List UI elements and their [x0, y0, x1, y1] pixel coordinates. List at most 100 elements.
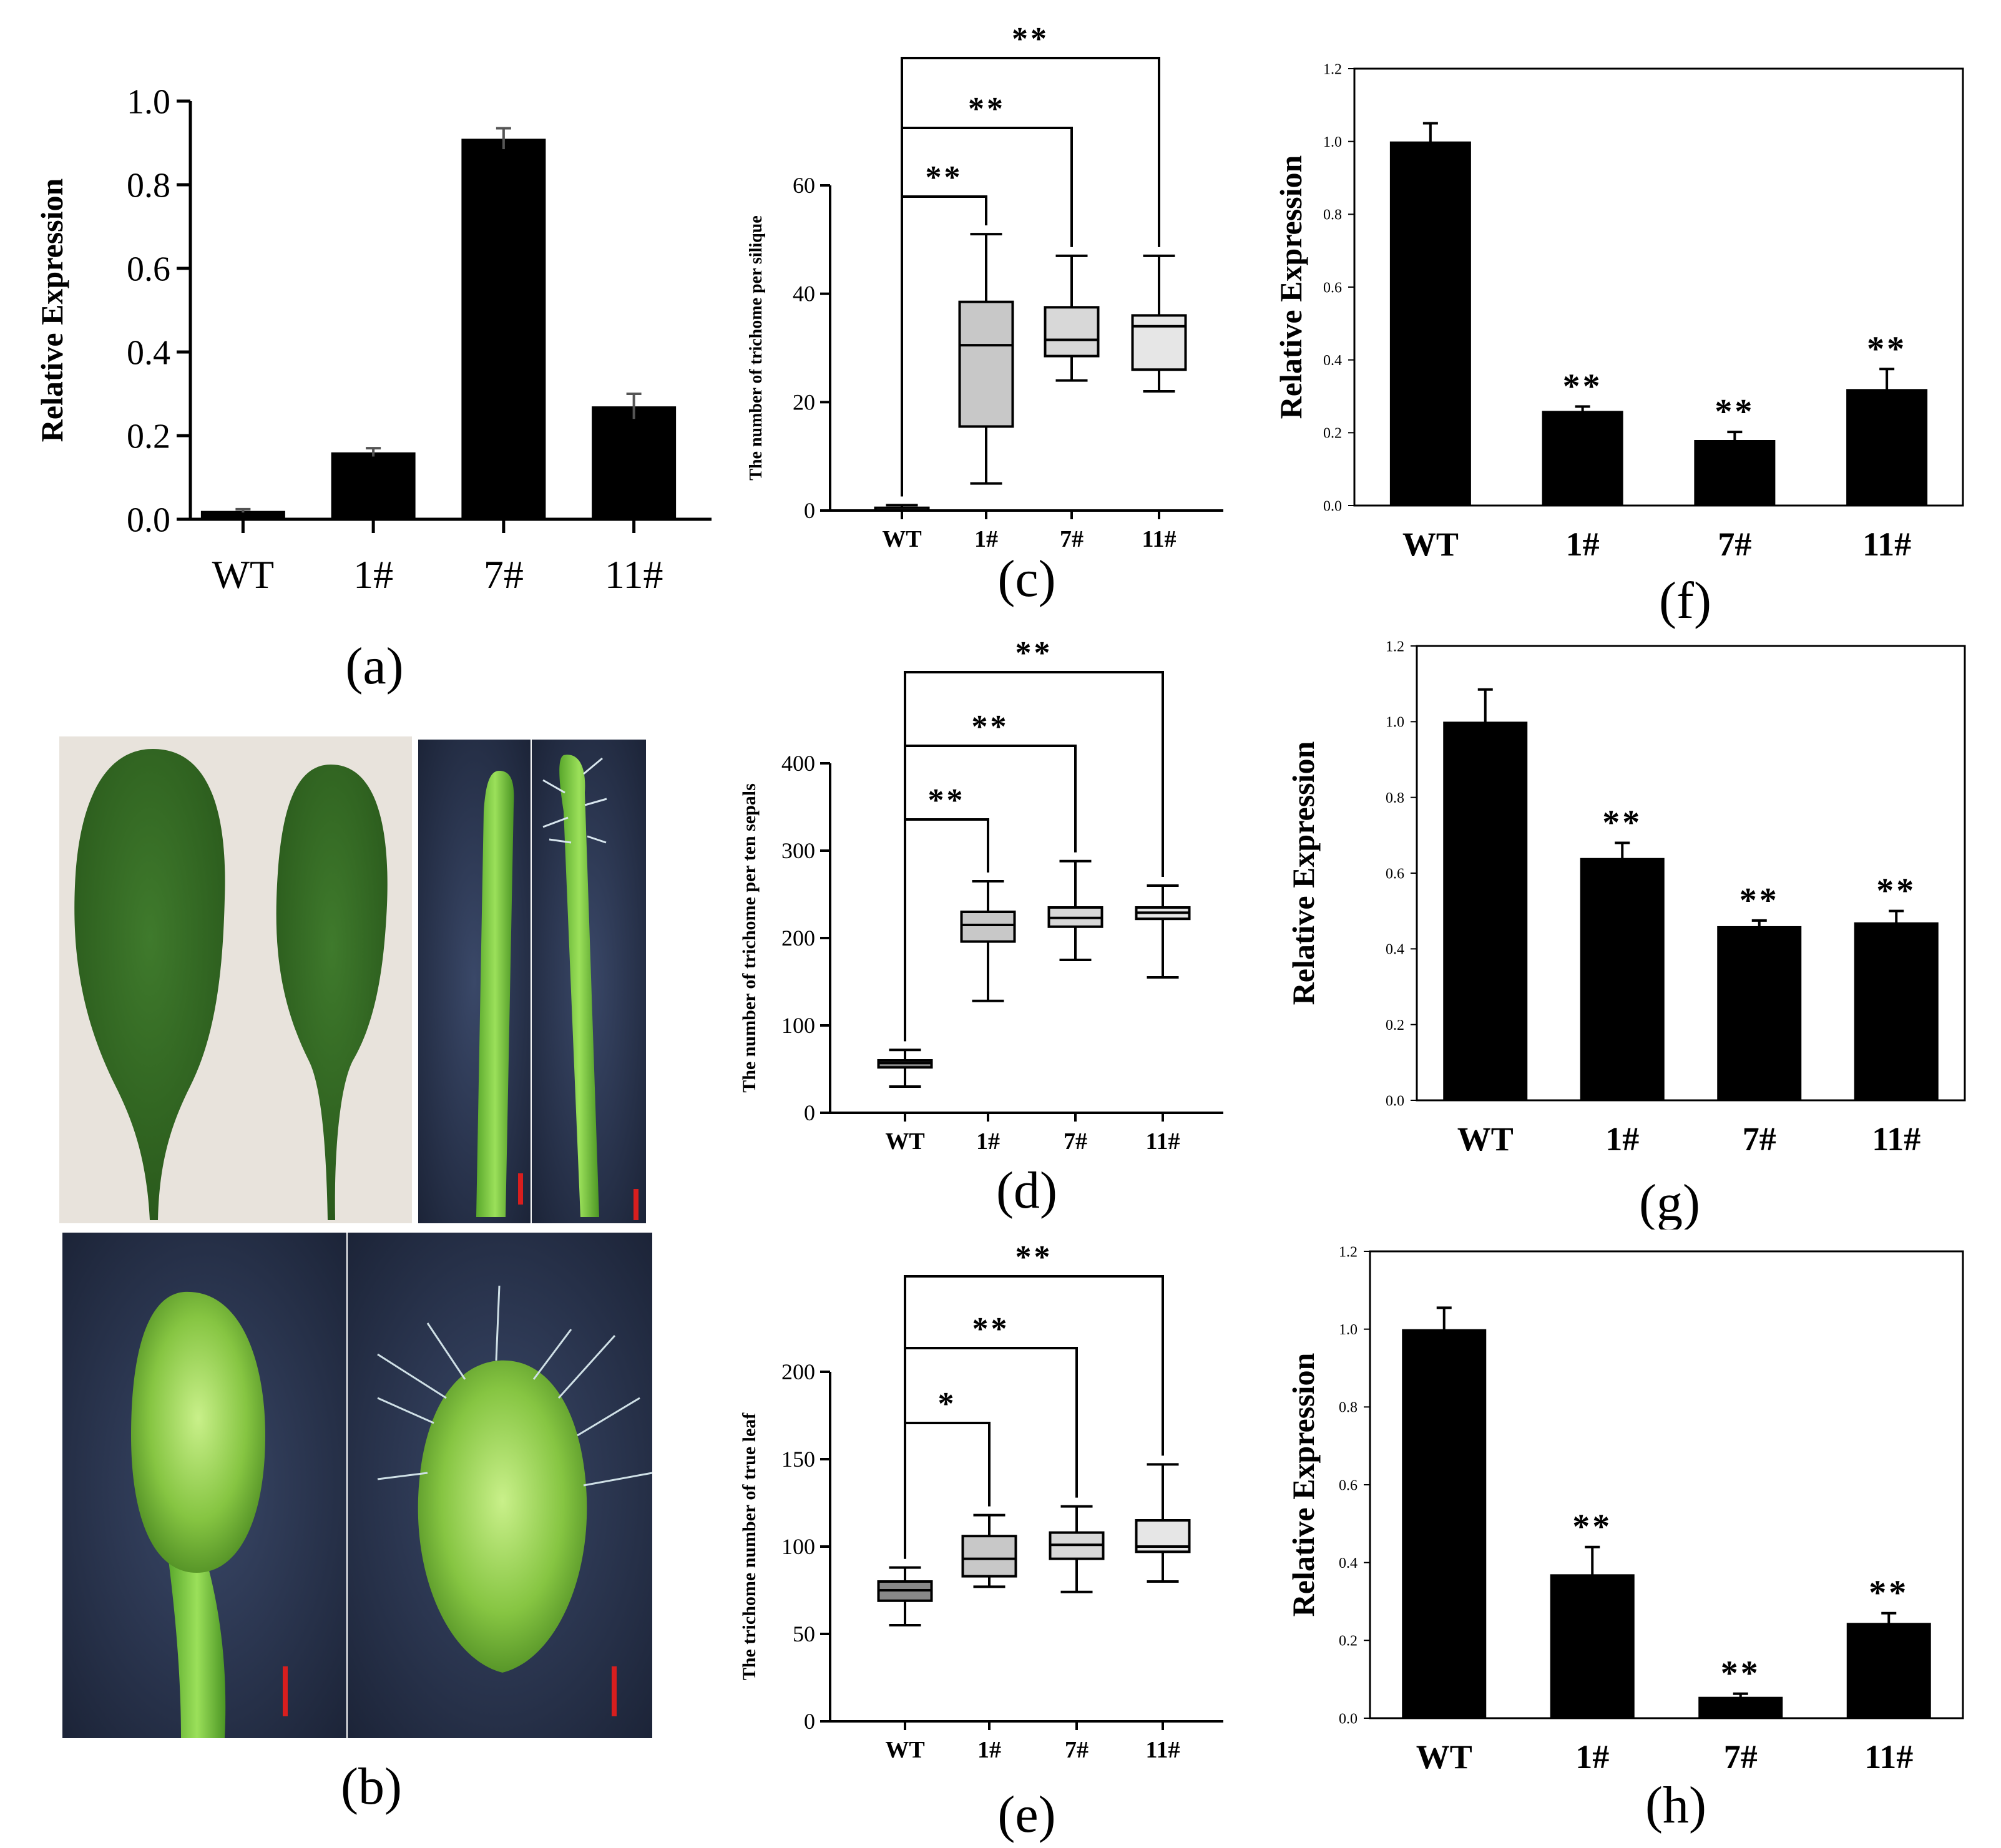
- bar-1#: [1580, 858, 1665, 1100]
- bar-11#: [1854, 922, 1939, 1100]
- y-tick-label: 1.2: [1339, 1244, 1358, 1260]
- y-tick-label: 0.0: [1386, 1093, 1404, 1109]
- significance-mark: **: [926, 160, 963, 195]
- y-tick-label: 300: [781, 838, 815, 863]
- y-tick-label: 200: [781, 1359, 815, 1384]
- y-tick-label: 1.0: [1339, 1322, 1358, 1338]
- significance-bracket: [904, 1275, 1164, 1559]
- y-tick-label: 0: [804, 1100, 815, 1125]
- panel-h-chart: 0.0 0.2 0.4 0.6 0.8 1.0 1.2 WT 1# ** 7# ** 11# ** Rela…: [1286, 1244, 1964, 1834]
- y-tick-label: 0: [804, 498, 815, 523]
- chart-f-plot: 0.0 0.2 0.4 0.6 0.8 1.0 1.2 WT 1# ** 7# ** 11# ** Rela…: [1273, 61, 1964, 563]
- y-tick-label: 0.8: [127, 167, 170, 205]
- panel-g-chart: 0.0 0.2 0.4 0.6 0.8 1.0 1.2 WT 1# ** 7# ** 11# ** Rela…: [1286, 638, 1966, 1230]
- chart-a-plot: 0.0 0.2 0.4 0.6 0.8 1.0 WT 1# 7# 11# Relative Expr…: [34, 83, 712, 597]
- y-tick-label: 0.8: [1386, 790, 1404, 806]
- bud-wild-type: [131, 1291, 265, 1573]
- panel-f-chart: 0.0 0.2 0.4 0.6 0.8 1.0 1.2 WT 1# ** 7# ** 11# ** Rela…: [1273, 61, 1964, 630]
- x-tick-label: 11#: [1864, 1738, 1913, 1776]
- silique-wild-type: [476, 771, 514, 1217]
- x-tick-label: 1#: [974, 526, 998, 552]
- significance-mark: **: [928, 783, 966, 818]
- box-7#: [1044, 306, 1100, 358]
- bud-trichomes: [377, 1285, 653, 1487]
- y-tick-label: 0.6: [1386, 866, 1404, 882]
- chart-h-plot: 0.0 0.2 0.4 0.6 0.8 1.0 1.2 WT 1# ** 7# ** 11# ** Rela…: [1286, 1244, 1964, 1776]
- x-tick-label: 7#: [1064, 1128, 1087, 1155]
- x-tick-label: WT: [885, 1128, 924, 1155]
- y-tick-label: 400: [781, 751, 815, 776]
- caption-d: (d): [996, 1161, 1057, 1220]
- significance-mark: **: [1869, 1574, 1909, 1613]
- y-axis-label: Relative Expression: [1273, 155, 1308, 419]
- x-tick-label: WT: [1416, 1738, 1472, 1776]
- x-tick-label: 7#: [1724, 1738, 1758, 1776]
- significance-mark: **: [1015, 635, 1053, 671]
- x-tick-label: 1#: [1575, 1738, 1609, 1776]
- x-tick-label: 11#: [1146, 1128, 1180, 1155]
- y-tick-label: 100: [781, 1534, 815, 1559]
- box-11#: [1131, 314, 1187, 371]
- x-tick-label: 7#: [1743, 1120, 1776, 1158]
- bar-7#: [1694, 440, 1776, 506]
- stem-wild-type: [169, 1548, 226, 1738]
- y-tick-label: 0: [804, 1709, 815, 1734]
- significance-mark: *: [938, 1386, 957, 1422]
- y-tick-label: 150: [781, 1447, 815, 1472]
- y-tick-label: 1.0: [1386, 715, 1404, 731]
- y-tick-label: 0.6: [127, 250, 170, 289]
- y-tick-label: 40: [793, 281, 815, 306]
- significance-mark: **: [968, 91, 1005, 127]
- significance-mark: **: [1867, 330, 1907, 368]
- y-tick-label: 0.8: [1323, 207, 1342, 223]
- caption-b: (b): [341, 1758, 402, 1816]
- x-tick-label: 11#: [605, 552, 663, 597]
- x-tick-label: 7#: [1060, 526, 1084, 552]
- scale-bar-bud-1: [283, 1666, 288, 1716]
- bar-7#: [461, 139, 546, 520]
- x-tick-label: 1#: [353, 552, 393, 597]
- panel-d-chart: 0 100 200 300 400 WT 1# 7# 11# ** ** ** The number o…: [739, 635, 1223, 1220]
- significance-mark: **: [1721, 1655, 1761, 1693]
- scale-bar-silique-1: [518, 1173, 523, 1205]
- chart-g-plot: 0.0 0.2 0.4 0.6 0.8 1.0 1.2 WT 1# ** 7# ** 11# ** Rela…: [1286, 638, 1966, 1158]
- x-tick-label: 1#: [1605, 1120, 1639, 1158]
- bar-1#: [1542, 411, 1623, 506]
- caption-c: (c): [997, 550, 1055, 608]
- significance-mark: **: [1876, 872, 1916, 911]
- y-axis-label: Relative Expression: [1286, 741, 1321, 1005]
- bar-11#: [1846, 1623, 1931, 1718]
- y-tick-label: 0.2: [1339, 1633, 1358, 1650]
- bar-7#: [1698, 1696, 1783, 1718]
- y-tick-label: 1.0: [1323, 134, 1342, 150]
- x-tick-label: WT: [1457, 1120, 1514, 1158]
- y-axis-label: The trichome number of true leaf: [739, 1412, 760, 1681]
- y-axis-label: Relative Expression: [34, 178, 69, 442]
- caption-a: (a): [345, 637, 403, 695]
- silique-trichomes: [542, 757, 607, 844]
- x-tick-label: 11#: [1872, 1120, 1920, 1158]
- x-tick-label: 1#: [1566, 526, 1600, 563]
- leaf-wild-type: [74, 749, 225, 1220]
- y-tick-label: 0.2: [1386, 1017, 1404, 1034]
- x-tick-label: 7#: [484, 552, 524, 597]
- y-axis-label: Relative Expression: [1286, 1352, 1321, 1616]
- bud-transgenic: [418, 1360, 587, 1673]
- y-tick-label: 50: [793, 1621, 815, 1646]
- significance-mark: **: [972, 709, 1009, 745]
- y-tick-label: 0.2: [127, 418, 170, 456]
- significance-bracket: [901, 57, 1160, 497]
- y-tick-label: 1.2: [1323, 61, 1342, 77]
- caption-f: (f): [1659, 572, 1711, 630]
- bar-11#: [592, 406, 677, 519]
- y-tick-label: 100: [781, 1013, 815, 1038]
- x-tick-label: 1#: [977, 1737, 1001, 1763]
- y-tick-label: 20: [793, 389, 815, 414]
- photo-buds: [62, 1233, 653, 1738]
- x-tick-label: WT: [1402, 526, 1459, 563]
- y-tick-label: 0.6: [1339, 1477, 1358, 1494]
- y-tick-label: 0.0: [127, 501, 170, 540]
